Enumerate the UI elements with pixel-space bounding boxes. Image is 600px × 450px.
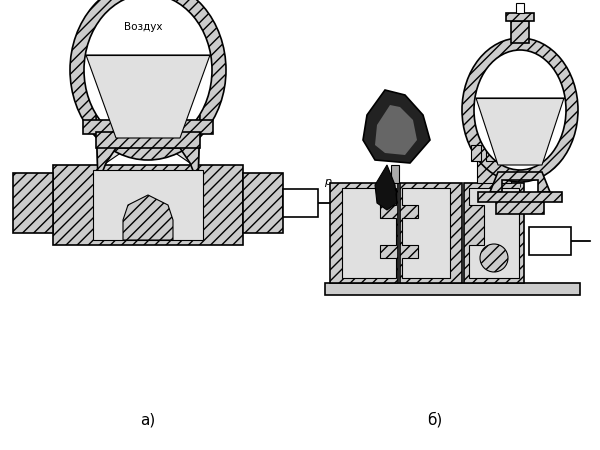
Bar: [464, 183, 524, 283]
Bar: [53, 165, 243, 245]
Polygon shape: [402, 188, 450, 278]
Polygon shape: [375, 105, 417, 155]
Polygon shape: [96, 115, 128, 183]
Text: б): б): [427, 412, 443, 428]
Bar: [516, 145, 526, 161]
Bar: [511, 21, 529, 43]
Polygon shape: [86, 55, 210, 138]
Bar: [471, 145, 481, 161]
Ellipse shape: [474, 50, 566, 170]
Bar: [529, 227, 571, 255]
Polygon shape: [342, 188, 396, 278]
Text: Воздух: Воздух: [124, 22, 162, 32]
Polygon shape: [96, 115, 200, 183]
Bar: [486, 145, 496, 161]
Bar: [93, 170, 203, 240]
Ellipse shape: [462, 38, 578, 182]
Bar: [478, 192, 562, 202]
Bar: [83, 120, 213, 134]
Bar: [96, 132, 200, 148]
Bar: [516, 3, 524, 13]
Bar: [283, 189, 318, 217]
Polygon shape: [375, 165, 397, 210]
Polygon shape: [123, 195, 173, 240]
Bar: [243, 173, 283, 233]
Polygon shape: [363, 90, 430, 163]
Text: а): а): [140, 413, 155, 428]
Text: р: р: [325, 177, 332, 187]
Polygon shape: [476, 98, 564, 165]
Bar: [501, 145, 511, 161]
Bar: [325, 283, 580, 295]
Circle shape: [480, 244, 508, 272]
Polygon shape: [469, 188, 519, 278]
Bar: [400, 183, 462, 283]
Polygon shape: [490, 172, 550, 192]
Bar: [330, 183, 398, 283]
Bar: [391, 165, 399, 183]
Ellipse shape: [84, 0, 212, 146]
Bar: [496, 200, 544, 214]
Bar: [477, 161, 511, 183]
Ellipse shape: [70, 0, 226, 160]
Bar: [506, 13, 534, 21]
Bar: [13, 173, 53, 233]
Polygon shape: [168, 115, 200, 183]
